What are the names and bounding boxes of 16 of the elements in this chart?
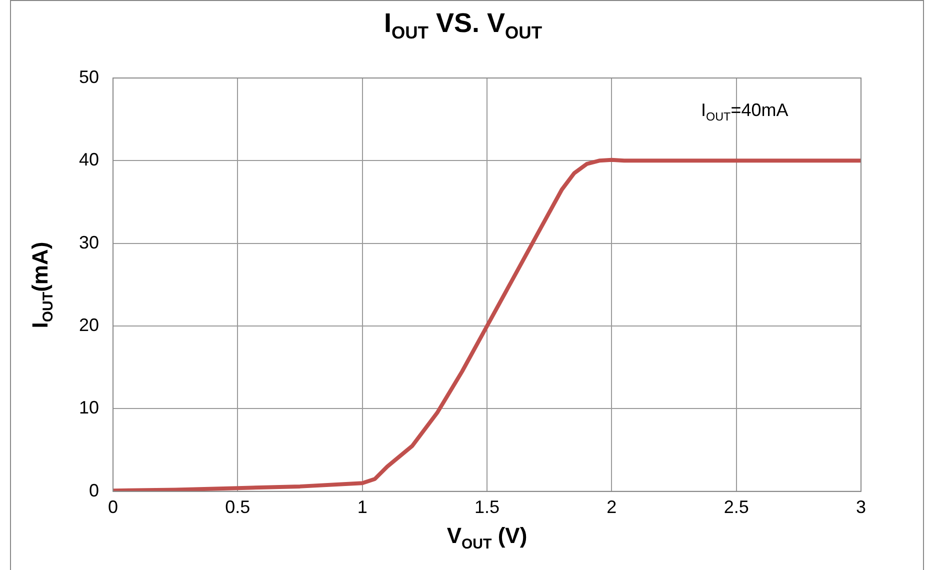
y-tick-label: 50 <box>78 66 100 87</box>
x-tick-label: 2.5 <box>724 497 749 518</box>
x-tick-label: 3 <box>856 497 866 518</box>
y-tick-label: 0 <box>89 480 100 500</box>
x-tick-label: 0.5 <box>225 497 250 518</box>
y-tick-label: 20 <box>78 315 100 336</box>
x-tick-label: 2 <box>606 497 617 518</box>
annotation: I$_{OUT}$=40mA <box>701 100 788 124</box>
x-tick-label: 0 <box>108 497 118 518</box>
chart-title: I$_{OUT}$ VS. V$_{OUT}$ <box>382 8 544 44</box>
y-tick-label: 40 <box>78 150 100 170</box>
x-axis-title: V$_{OUT}$ (V) <box>446 523 528 553</box>
y-tick-label: 10 <box>78 398 100 418</box>
y-tick-label: 30 <box>78 232 100 252</box>
x-tick-label: 1.5 <box>474 497 500 518</box>
x-tick-label: 1 <box>357 497 368 518</box>
